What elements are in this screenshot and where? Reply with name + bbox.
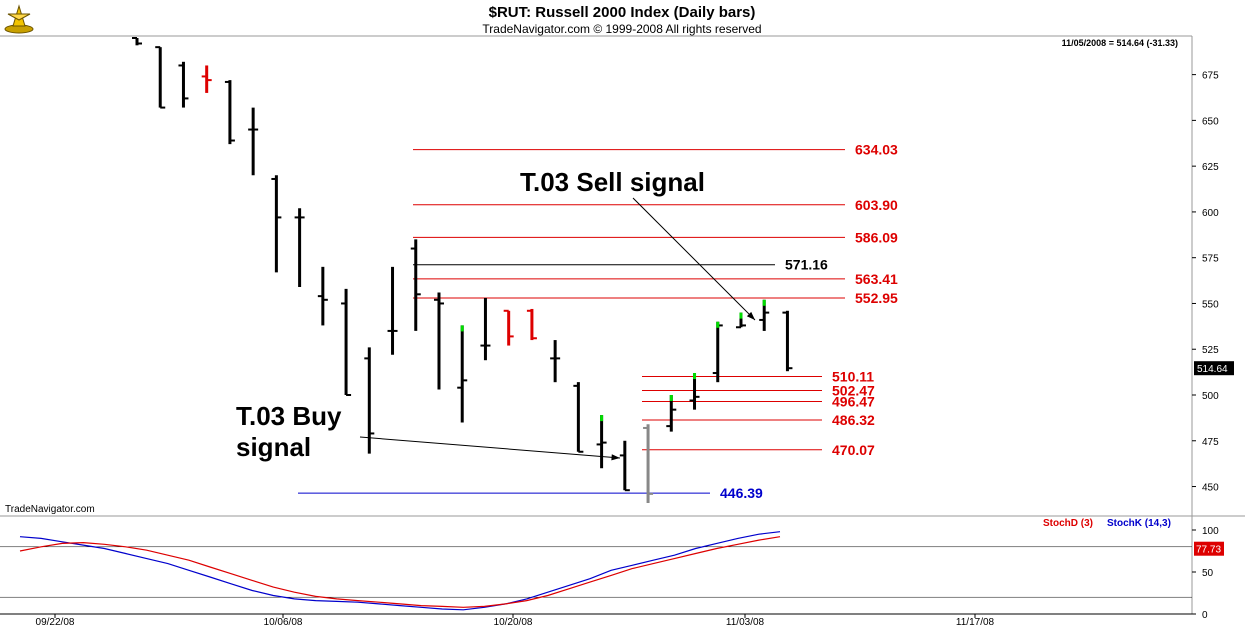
last-price-box xyxy=(1194,361,1234,376)
stoch-tick-label: 50 xyxy=(1202,568,1214,579)
price-tick-label: 500 xyxy=(1202,391,1219,402)
date-axis: 09/22/08 10/06/08 10/20/08 11/03/08 11/17/08 xyxy=(0,613,1192,628)
price-tick-label: 675 xyxy=(1202,71,1219,82)
watermark: TradeNavigator.com xyxy=(5,504,95,515)
level-label: 470.07 xyxy=(832,442,875,458)
level-label: 496.47 xyxy=(832,393,875,409)
chart-title: $RUT: Russell 2000 Index (Daily bars) xyxy=(489,4,756,21)
price-tick-label: 625 xyxy=(1202,162,1219,173)
last-price-label: 514.64 xyxy=(1197,364,1228,375)
price-axis: 450 475 500 525 550 575 600 625 650 675 514.64 xyxy=(1192,71,1234,494)
level-label: 603.90 xyxy=(855,197,898,213)
buy-signal-label-line1: T.03 Buy xyxy=(236,401,342,431)
stoch-last-label: 77.73 xyxy=(1196,545,1221,556)
ohlc-bars xyxy=(132,37,793,504)
chart-subtitle: TradeNavigator.com © 1999-2008 All right… xyxy=(482,22,761,36)
date-tick-label: 11/03/08 xyxy=(726,617,765,628)
level-label: 446.39 xyxy=(720,485,763,501)
level-label: 502.47 xyxy=(832,382,875,398)
date-tick-label: 09/22/08 xyxy=(36,617,75,628)
price-tick-label: 575 xyxy=(1202,254,1219,265)
price-tick-label: 525 xyxy=(1202,345,1219,356)
stoch-lines xyxy=(19,531,781,611)
signal-levels: 634.03 603.90 586.09 571.16 563.41 552.95 510.… xyxy=(298,142,898,501)
sell-arrow-head xyxy=(746,311,755,320)
price-tick-label: 550 xyxy=(1202,299,1219,310)
stoch-grid xyxy=(0,546,1192,598)
trade-navigator-logo-icon xyxy=(4,4,34,34)
date-tick-label: 11/17/08 xyxy=(956,617,995,628)
level-label: 510.11 xyxy=(832,368,874,384)
last-quote: 11/05/2008 = 514.64 (-31.33) xyxy=(1062,38,1178,48)
stoch-axis: 0 50 100 77.73 xyxy=(1192,526,1224,621)
legend-stoch-k: StochK (14,3) xyxy=(1107,518,1171,529)
stoch-last-box xyxy=(1194,541,1224,556)
price-tick-label: 650 xyxy=(1202,116,1219,127)
stoch-k-line xyxy=(19,531,781,611)
date-tick-label: 10/06/08 xyxy=(264,617,303,628)
price-tick-label: 600 xyxy=(1202,208,1219,219)
level-label: 586.09 xyxy=(855,229,898,245)
stoch-tick-label: 100 xyxy=(1202,526,1219,537)
date-tick-label: 10/20/08 xyxy=(494,617,533,628)
price-tick-label: 450 xyxy=(1202,483,1219,494)
sell-arrow xyxy=(632,197,756,321)
sell-signal-label: T.03 Sell signal xyxy=(520,167,705,197)
level-label: 563.41 xyxy=(855,271,898,287)
main-grid xyxy=(0,35,1245,614)
level-label: 571.16 xyxy=(785,257,828,273)
signal-arrows xyxy=(359,197,756,461)
buy-signal-label-line2: signal xyxy=(236,432,311,462)
level-label: 552.95 xyxy=(855,290,898,306)
level-label: 486.32 xyxy=(832,412,875,428)
stoch-tick-label: 0 xyxy=(1202,610,1208,621)
level-label: 634.03 xyxy=(855,142,898,158)
legend-stoch-d: StochD (3) xyxy=(1043,518,1093,529)
buy-arrow-head xyxy=(611,454,620,461)
buy-arrow xyxy=(359,436,621,459)
stoch-legend: StochD (3) StochK (14,3) xyxy=(1043,518,1171,529)
price-tick-label: 475 xyxy=(1202,437,1219,448)
stoch-d-line xyxy=(19,536,781,608)
